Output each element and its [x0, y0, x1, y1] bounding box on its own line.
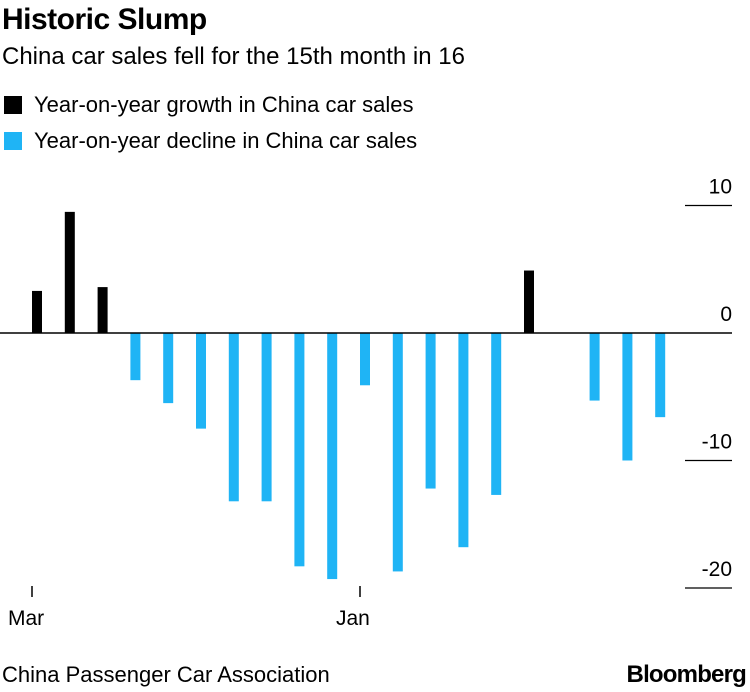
bar [491, 333, 502, 495]
bar [327, 333, 338, 580]
x-tick-label: Jan [336, 607, 370, 630]
y-tick-label: -20 [702, 558, 732, 581]
bar [589, 333, 600, 401]
y-tick-label: 10 [709, 176, 732, 199]
bar [458, 333, 469, 548]
legend-label-growth: Year-on-year growth in China car sales [34, 92, 414, 117]
bar [294, 333, 305, 567]
legend-item-growth: Year-on-year growth in China car sales [4, 90, 414, 120]
bar [130, 333, 141, 381]
legend-item-decline: Year-on-year decline in China car sales [4, 126, 417, 156]
bar [425, 333, 436, 489]
legend-swatch-blue [4, 132, 22, 150]
bar [392, 333, 403, 572]
bar [32, 290, 42, 333]
bar [622, 333, 633, 461]
bar [64, 211, 75, 333]
chart-subtitle: China car sales fell for the 15th month … [2, 43, 465, 70]
x-tick-label: Mar [8, 607, 44, 630]
y-tick-label: 0 [720, 303, 732, 326]
legend-label-decline: Year-on-year decline in China car sales [34, 128, 418, 153]
bar [360, 333, 370, 386]
source-note: China Passenger Car Association [2, 662, 330, 687]
bar [163, 333, 174, 404]
bar [655, 333, 666, 418]
y-tick-label: -10 [702, 431, 732, 454]
bar [196, 333, 206, 429]
bloomberg-logo: Bloomberg [626, 661, 747, 688]
chart-title: Historic Slump [2, 3, 207, 36]
bar [261, 333, 272, 502]
legend-swatch-black [4, 96, 22, 114]
bar [524, 270, 534, 333]
bar [228, 333, 239, 502]
bar [97, 287, 108, 333]
